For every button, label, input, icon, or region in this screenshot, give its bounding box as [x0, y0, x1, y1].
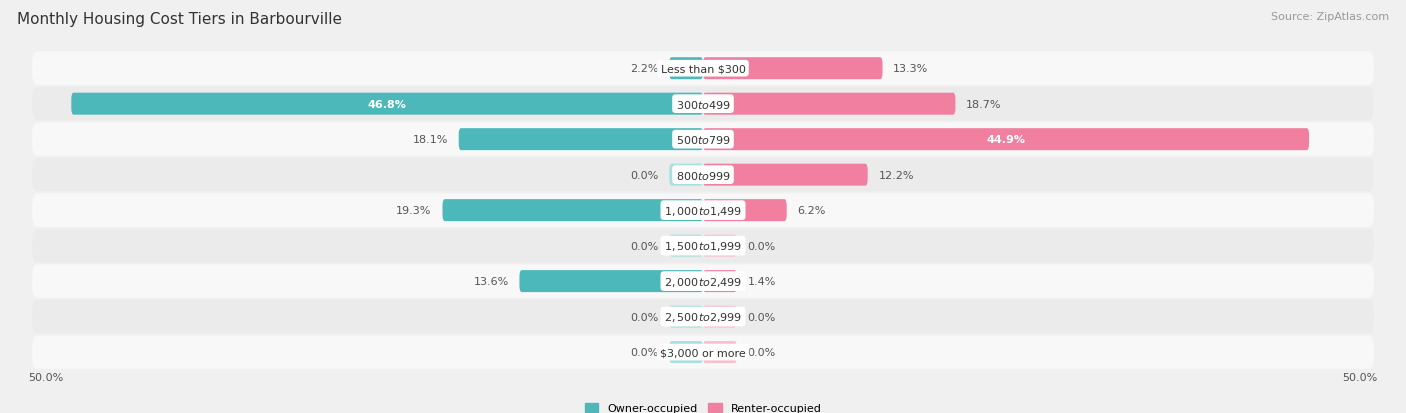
Text: 13.6%: 13.6% [474, 276, 509, 287]
FancyBboxPatch shape [32, 194, 1374, 227]
Text: Monthly Housing Cost Tiers in Barbourville: Monthly Housing Cost Tiers in Barbourvil… [17, 12, 342, 27]
FancyBboxPatch shape [703, 93, 956, 115]
Text: 46.8%: 46.8% [368, 100, 406, 109]
Text: $500 to $799: $500 to $799 [675, 134, 731, 146]
Text: 0.0%: 0.0% [630, 241, 658, 251]
Text: 0.0%: 0.0% [748, 241, 776, 251]
FancyBboxPatch shape [32, 123, 1374, 157]
FancyBboxPatch shape [72, 93, 703, 115]
FancyBboxPatch shape [32, 300, 1374, 333]
FancyBboxPatch shape [703, 341, 737, 363]
Text: 0.0%: 0.0% [630, 170, 658, 180]
Text: 12.2%: 12.2% [879, 170, 914, 180]
FancyBboxPatch shape [32, 159, 1374, 192]
Text: 44.9%: 44.9% [987, 135, 1025, 145]
Text: 19.3%: 19.3% [396, 206, 432, 216]
FancyBboxPatch shape [32, 265, 1374, 298]
FancyBboxPatch shape [32, 229, 1374, 263]
FancyBboxPatch shape [669, 306, 703, 328]
FancyBboxPatch shape [703, 58, 883, 80]
Text: 50.0%: 50.0% [28, 372, 63, 382]
FancyBboxPatch shape [669, 235, 703, 257]
Text: 0.0%: 0.0% [748, 347, 776, 357]
Text: 0.0%: 0.0% [630, 312, 658, 322]
FancyBboxPatch shape [458, 129, 703, 151]
Text: 6.2%: 6.2% [797, 206, 825, 216]
Text: $800 to $999: $800 to $999 [675, 169, 731, 181]
Text: $1,500 to $1,999: $1,500 to $1,999 [664, 240, 742, 252]
Text: 1.4%: 1.4% [748, 276, 776, 287]
FancyBboxPatch shape [32, 336, 1374, 369]
Text: 18.7%: 18.7% [966, 100, 1001, 109]
FancyBboxPatch shape [443, 199, 703, 222]
FancyBboxPatch shape [703, 235, 737, 257]
FancyBboxPatch shape [32, 88, 1374, 121]
Text: $300 to $499: $300 to $499 [675, 98, 731, 110]
FancyBboxPatch shape [669, 341, 703, 363]
Text: Source: ZipAtlas.com: Source: ZipAtlas.com [1271, 12, 1389, 22]
Text: 18.1%: 18.1% [412, 135, 449, 145]
Text: Less than $300: Less than $300 [661, 64, 745, 74]
Text: $2,000 to $2,499: $2,000 to $2,499 [664, 275, 742, 288]
Text: 13.3%: 13.3% [893, 64, 928, 74]
FancyBboxPatch shape [32, 52, 1374, 85]
Text: $1,000 to $1,499: $1,000 to $1,499 [664, 204, 742, 217]
Text: 0.0%: 0.0% [630, 347, 658, 357]
Text: 50.0%: 50.0% [1343, 372, 1378, 382]
FancyBboxPatch shape [703, 199, 787, 222]
Text: 2.2%: 2.2% [630, 64, 658, 74]
Text: $2,500 to $2,999: $2,500 to $2,999 [664, 310, 742, 323]
FancyBboxPatch shape [669, 164, 703, 186]
FancyBboxPatch shape [519, 271, 703, 292]
FancyBboxPatch shape [669, 58, 703, 80]
Legend: Owner-occupied, Renter-occupied: Owner-occupied, Renter-occupied [581, 399, 825, 413]
FancyBboxPatch shape [703, 271, 737, 292]
FancyBboxPatch shape [703, 306, 737, 328]
FancyBboxPatch shape [703, 129, 1309, 151]
Text: $3,000 or more: $3,000 or more [661, 347, 745, 357]
FancyBboxPatch shape [703, 164, 868, 186]
Text: 0.0%: 0.0% [748, 312, 776, 322]
